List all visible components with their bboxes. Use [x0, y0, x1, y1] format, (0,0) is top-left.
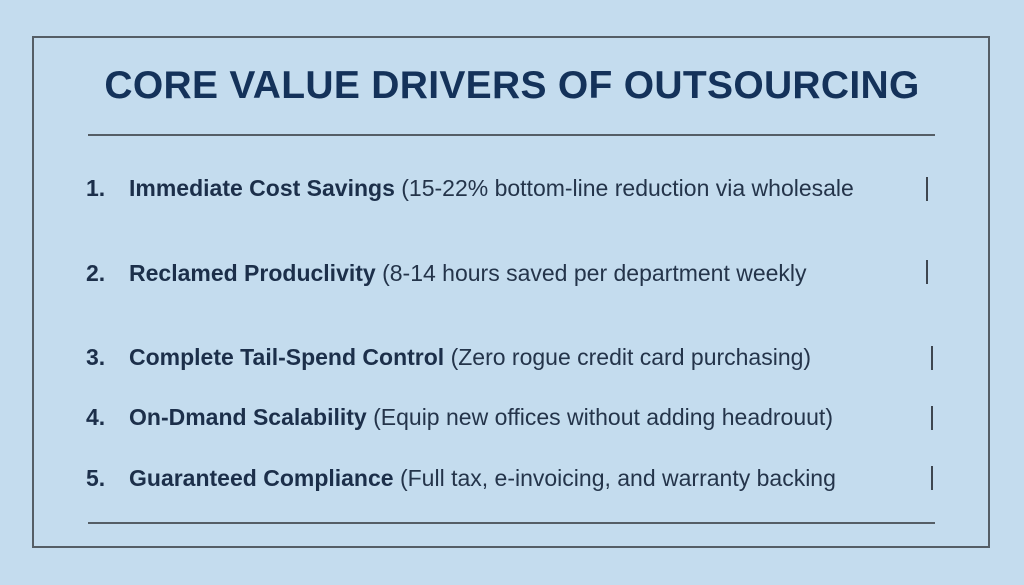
item-text: Guaranteed Compliance (Full tax, e-invoi…	[129, 466, 919, 490]
text-cursor-bar	[931, 406, 933, 430]
item-number: 5.	[86, 465, 106, 491]
text-cursor-bar	[926, 177, 928, 201]
item-heading: Immediate Cost Savings	[129, 175, 395, 201]
item-detail: (Full tax, e-invoicing, and warranty bac…	[399, 465, 836, 491]
item-text: On-Dmand Scalability (Equip new offices …	[129, 405, 919, 429]
item-heading: On-Dmand Scalability	[129, 404, 367, 430]
item-heading: Guaranteed Compliance	[129, 465, 394, 491]
item-text: Complete Tail-Spend Control (Zero rogue …	[129, 345, 919, 369]
item-heading: Reclamed Producl­ivity	[129, 260, 376, 286]
bottom-divider	[88, 522, 935, 524]
text-cursor-bar	[931, 466, 933, 490]
page-title: CORE VALUE DRIVERS OF OUTSOURCING	[104, 64, 920, 107]
item-detail: (15-22% bottom-line reduction via wholes…	[401, 175, 854, 201]
item-text: Immediate Cost Savings (15-22% bottom-li…	[129, 176, 919, 200]
item-text: Reclamed Producl­ivity (8-14 hours saved…	[129, 261, 919, 285]
item-number: 4.	[86, 404, 106, 430]
text-cursor-bar	[931, 346, 933, 370]
text-cursor-bar	[926, 260, 928, 284]
item-detail: (8-14 hours saved per department weekly	[382, 260, 807, 286]
item-heading: Complete Tail-Spend Control	[129, 344, 445, 370]
item-number: 1.	[86, 175, 106, 201]
title-divider	[88, 134, 935, 136]
content-frame	[32, 36, 990, 548]
item-detail: (Equip new offices without adding headro…	[373, 404, 833, 430]
item-number: 3.	[86, 344, 106, 370]
item-detail: (Zero rogue credit card purchasing)	[450, 344, 812, 370]
item-number: 2.	[86, 260, 106, 286]
